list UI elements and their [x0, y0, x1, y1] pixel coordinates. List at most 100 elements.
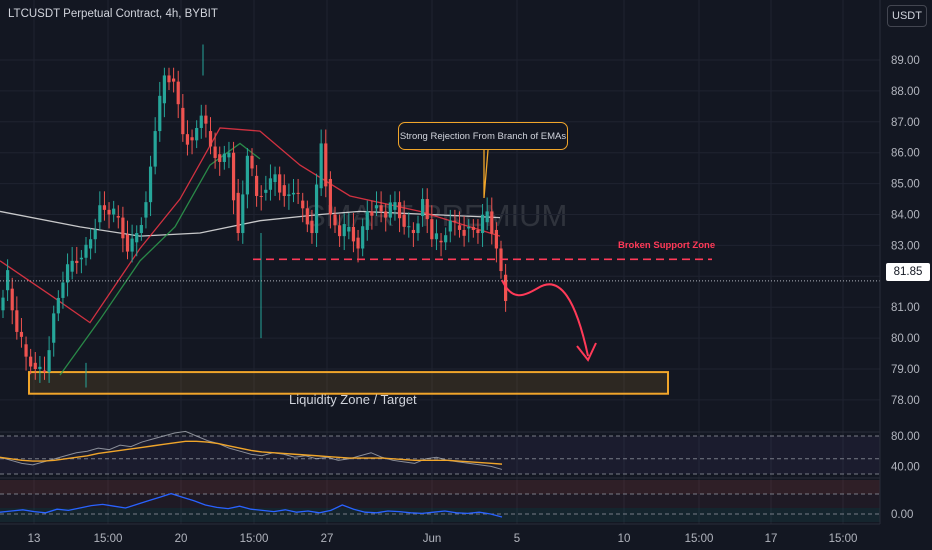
- oscillator-panels: [0, 431, 880, 522]
- candle-body: [356, 237, 360, 249]
- candle-body: [52, 313, 56, 343]
- candle-body: [162, 75, 166, 104]
- callout-pointer: [483, 149, 489, 199]
- y-tick-label: 81.00: [891, 302, 920, 314]
- candle-body: [29, 356, 33, 367]
- candle-body: [102, 205, 107, 210]
- candle-body: [158, 95, 162, 132]
- candle-body: [314, 184, 319, 234]
- candle-body: [416, 223, 420, 234]
- candle-body: [84, 244, 88, 258]
- arrow-head: [576, 342, 597, 362]
- candle-body: [213, 146, 217, 158]
- candle-body: [93, 229, 97, 240]
- candle-body: [236, 192, 240, 234]
- x-tick-label: 15:00: [685, 533, 714, 545]
- candle-body: [61, 282, 65, 298]
- candle-body: [351, 226, 356, 242]
- y-tick-label: 83.00: [891, 240, 920, 252]
- candle-body: [379, 205, 383, 212]
- x-tick-label: 10: [618, 533, 631, 545]
- x-tick-label: 15:00: [240, 533, 269, 545]
- x-tick-label: 5: [514, 533, 520, 545]
- candle-body: [374, 205, 379, 209]
- candle-body: [430, 219, 434, 240]
- candle-body: [65, 264, 70, 283]
- candle-body: [167, 75, 171, 83]
- candle-body: [107, 209, 111, 215]
- ema-red: [0, 127, 501, 324]
- candle-body: [342, 224, 346, 237]
- y-tick-label: 88.00: [891, 86, 920, 98]
- candle-body: [204, 115, 208, 124]
- candle-body: [291, 192, 296, 195]
- candle-body: [259, 195, 263, 197]
- candle-body: [222, 153, 226, 162]
- candle-body: [89, 239, 93, 249]
- candle-body: [33, 362, 37, 369]
- candle-body: [338, 225, 342, 237]
- candle-body: [135, 233, 139, 243]
- oscillator2-line: [0, 492, 503, 518]
- candle-body: [425, 199, 429, 220]
- candle-body: [448, 220, 452, 232]
- candle-body: [485, 211, 489, 223]
- x-tick-label: 13: [28, 533, 41, 545]
- candle-body: [287, 194, 291, 196]
- grid: [0, 0, 880, 524]
- candle-body: [144, 202, 148, 218]
- candle-body: [148, 166, 153, 203]
- osc-tick-label: 0.00: [891, 509, 913, 521]
- candle-body: [407, 226, 411, 228]
- liquidity-label: Liquidity Zone / Target: [289, 392, 417, 407]
- candle-body: [471, 226, 475, 230]
- candle-body: [319, 143, 323, 189]
- candle-body: [324, 143, 328, 187]
- candle-body: [439, 240, 443, 243]
- candle-body: [116, 216, 120, 218]
- candle-body: [310, 220, 314, 234]
- candle-body: [218, 154, 222, 162]
- candle-body: [190, 137, 194, 141]
- forecast-arrow: [501, 279, 597, 362]
- osc2-mid-band: [0, 494, 880, 508]
- candle-body: [397, 202, 402, 219]
- candle-body: [98, 205, 102, 223]
- candle-body: [42, 370, 47, 373]
- x-tick-label: 27: [321, 533, 334, 545]
- candle-body: [75, 260, 79, 264]
- candle-body: [19, 331, 24, 337]
- y-tick-label: 78.00: [891, 395, 920, 407]
- candle-body: [305, 208, 309, 225]
- candle-body: [38, 366, 42, 369]
- candle-body: [121, 217, 125, 239]
- candle-body: [231, 152, 236, 201]
- oscillator1-fast-line: [0, 430, 503, 470]
- candle-body: [10, 288, 14, 311]
- candle-body: [490, 211, 494, 234]
- candle-body: [444, 235, 448, 243]
- candle-body: [79, 257, 83, 260]
- chart-title: LTCUSDT Perpetual Contract, 4h, BYBIT: [8, 8, 218, 20]
- candle-body: [278, 174, 282, 193]
- rejection-annotation: Strong Rejection From Branch of EMAs: [398, 122, 568, 150]
- candle-body: [384, 211, 388, 218]
- osc-tick-label: 80.00: [891, 431, 920, 443]
- candle-body: [494, 229, 498, 249]
- y-tick-label: 89.00: [891, 55, 920, 67]
- y-tick-label: 85.00: [891, 179, 920, 191]
- candle-body: [434, 233, 439, 240]
- support-line: [0, 149, 880, 282]
- candle-body: [153, 131, 157, 167]
- currency-button[interactable]: USDT: [887, 5, 927, 27]
- y-tick-label: 84.00: [891, 210, 920, 222]
- candle-body: [467, 226, 471, 229]
- candle-body: [457, 225, 462, 230]
- candle-body: [462, 229, 466, 236]
- candle-body: [47, 350, 51, 373]
- y-tick-label: 79.00: [891, 364, 920, 376]
- candle-body: [273, 174, 277, 183]
- y-tick-label: 80.00: [891, 333, 920, 345]
- candle-body: [1, 297, 5, 311]
